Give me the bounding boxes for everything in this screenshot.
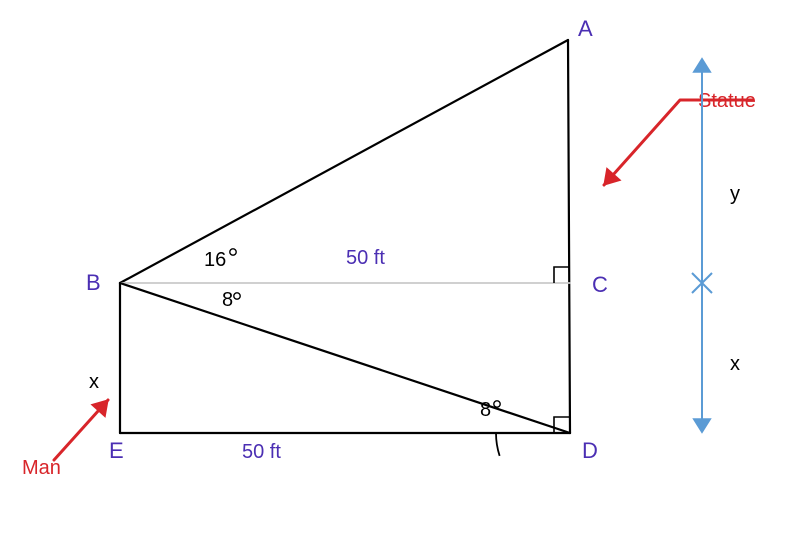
right-angle-C [554,267,570,283]
vertex-label-C: C [592,272,608,297]
segment-AD [568,40,570,433]
var-label-x_left: x [89,371,99,393]
vertex-label-E: E [109,438,124,463]
vertex-label-B: B [86,270,101,295]
angle-degree-mark-1 [234,293,240,299]
measure-label-1: 50 ft [242,441,281,463]
vertex-label-D: D [582,438,598,463]
angle-arc-D [496,433,500,456]
vertex-label-A: A [578,16,593,41]
angle-label-0: 16 [204,249,226,271]
angle-label-1: 8 [222,289,233,311]
angle-label-2: 8 [480,399,491,421]
var-label-x_right: x [730,353,740,375]
angle-degree-mark-2 [494,401,500,407]
measure-label-0: 50 ft [346,247,385,269]
angle-degree-mark-0 [230,249,236,255]
statue-arrow-line [604,100,752,185]
segment-BA [120,40,568,283]
var-label-y_right: y [730,183,740,205]
segment-BD [120,283,570,433]
